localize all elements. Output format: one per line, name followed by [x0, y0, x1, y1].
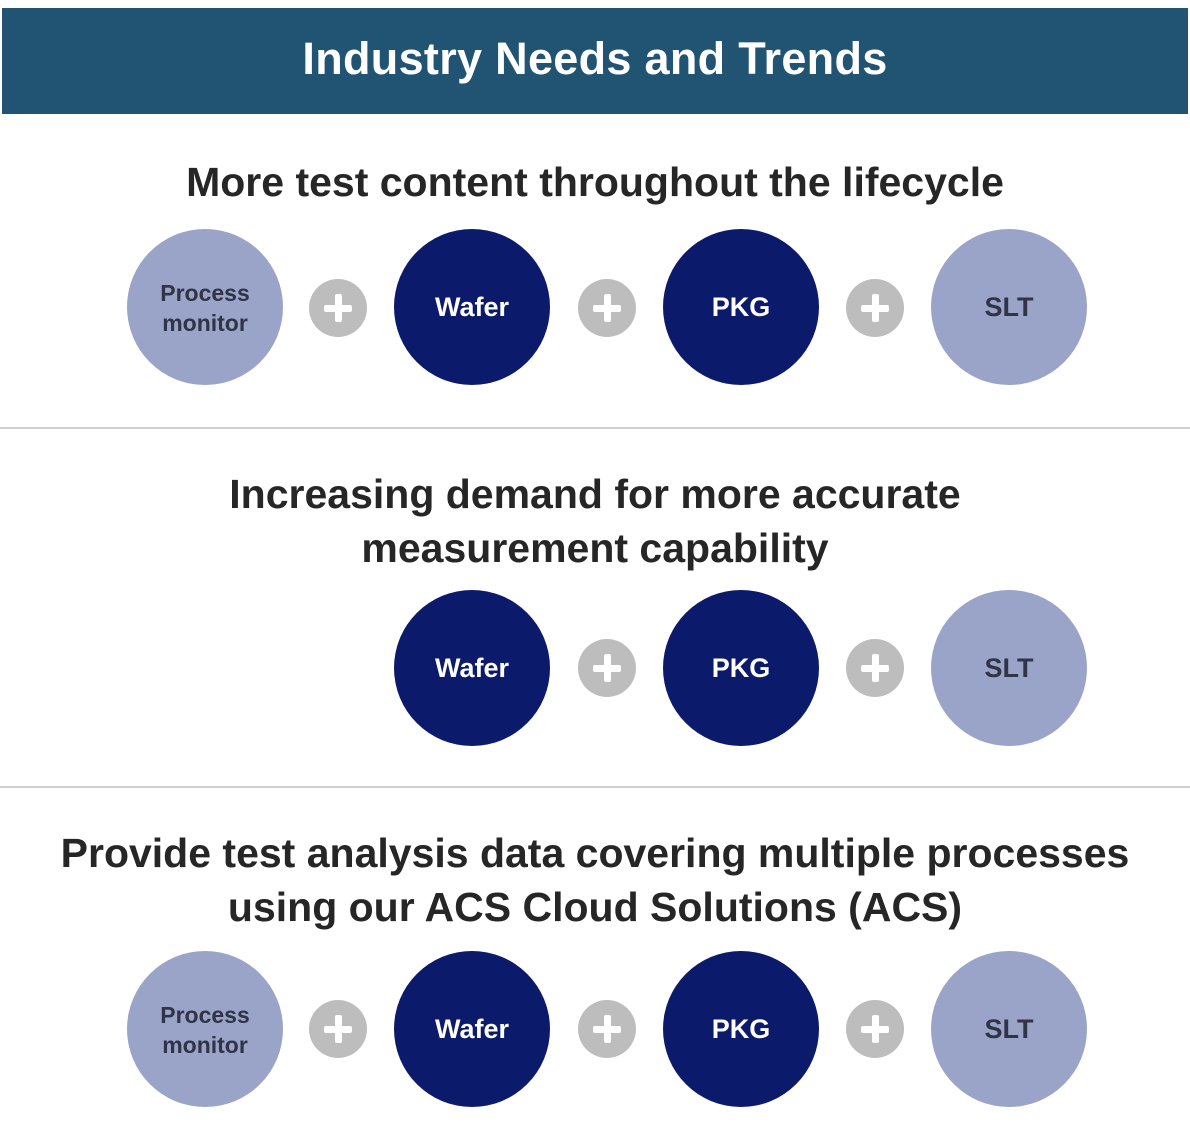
- section-2-title-line-1: Increasing demand for more accurate: [229, 471, 961, 517]
- node-wafer: Wafer: [394, 229, 550, 385]
- section-1-title: More test content throughout the lifecyc…: [0, 155, 1190, 209]
- section-3-title-line-2: using our ACS Cloud Solutions (ACS): [227, 884, 963, 930]
- node-pkg: PKG: [663, 229, 819, 385]
- node-pkg: PKG: [663, 590, 819, 746]
- node-pkg: PKG: [663, 951, 819, 1107]
- node-label: SLT: [984, 652, 1034, 683]
- node-wafer: Wafer: [394, 590, 550, 746]
- section-3-title: Provide test analysis data covering mult…: [0, 826, 1190, 934]
- plus-icon: [846, 639, 904, 697]
- section-3-title-line-1: Provide test analysis data covering mult…: [60, 830, 1130, 876]
- node-slt: SLT: [931, 229, 1087, 385]
- node-label: Wafer: [434, 1013, 509, 1044]
- node-label: PKG: [711, 1013, 771, 1044]
- plus-icon: [309, 279, 367, 337]
- plus-icon: [578, 639, 636, 697]
- plus-icon: [846, 1000, 904, 1058]
- plus-icon: [578, 1000, 636, 1058]
- node-slt: SLT: [931, 590, 1087, 746]
- section-1-title-line-1: More test content throughout the lifecyc…: [186, 159, 1004, 205]
- node-process-monitor: Process monitor: [127, 951, 283, 1107]
- node-label: PKG: [711, 652, 771, 683]
- node-label: Wafer: [434, 652, 509, 683]
- node-wafer: Wafer: [394, 951, 550, 1107]
- section-2-title: Increasing demand for more accurate meas…: [0, 467, 1190, 575]
- node-process-monitor: Process monitor: [127, 229, 283, 385]
- section-divider: [0, 427, 1190, 429]
- section-2-title-line-2: measurement capability: [361, 525, 829, 571]
- node-label: SLT: [984, 1013, 1034, 1044]
- node-slt: SLT: [931, 951, 1087, 1107]
- node-label: PKG: [711, 291, 771, 322]
- node-label: SLT: [984, 291, 1034, 322]
- node-label: Process monitor: [160, 1002, 250, 1058]
- section-divider: [0, 786, 1190, 788]
- node-label: Wafer: [434, 291, 509, 322]
- node-label: Process monitor: [160, 280, 250, 336]
- plus-icon: [846, 279, 904, 337]
- header-banner: Industry Needs and Trends: [2, 8, 1188, 114]
- plus-icon: [309, 1000, 367, 1058]
- plus-icon: [578, 279, 636, 337]
- page-title: Industry Needs and Trends: [302, 33, 888, 84]
